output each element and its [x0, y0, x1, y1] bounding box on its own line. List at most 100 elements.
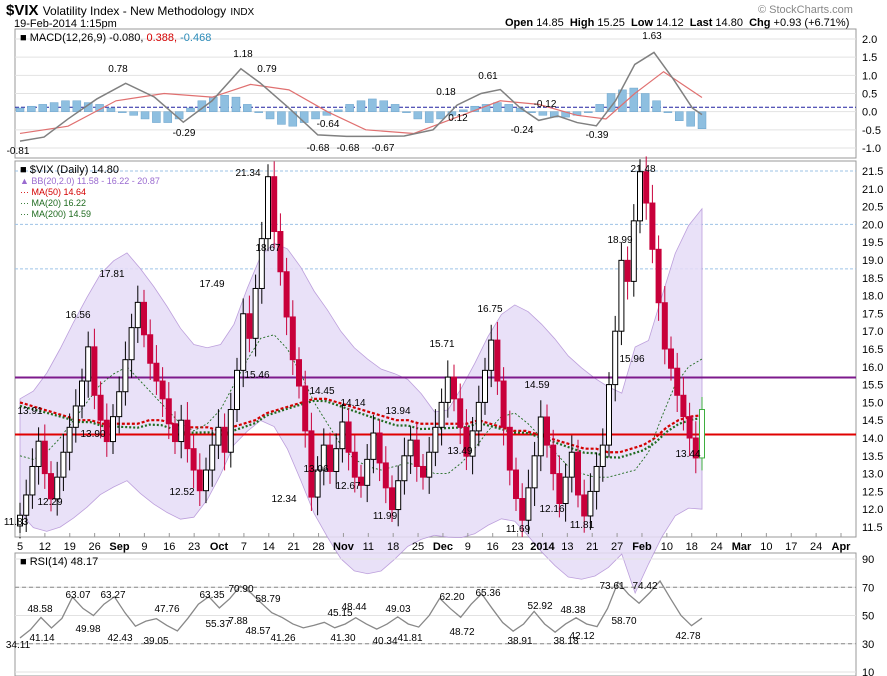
- candle-body: [159, 380, 166, 400]
- candle-body: [581, 494, 588, 517]
- macd-signal-line: [19, 70, 703, 135]
- macd-tick-label: 2.0: [862, 34, 877, 46]
- macd-annotation: -0.39: [586, 130, 609, 141]
- macd-histogram-bar: [436, 111, 445, 120]
- rsi-annotation: 42.78: [675, 631, 700, 642]
- rsi-tick-label: 90: [862, 554, 874, 566]
- price-annotation: 12.34: [271, 494, 296, 505]
- price-tick-label: 19.5: [862, 237, 883, 249]
- candle-body: [686, 416, 693, 439]
- x-tick-label: 18: [387, 541, 399, 553]
- x-tick-label: 10: [760, 541, 772, 553]
- rsi-annotation: 48.57: [245, 626, 270, 637]
- x-tick-label: 16: [163, 541, 175, 553]
- rsi-annotation: 52.92: [527, 601, 552, 612]
- candle-body: [258, 238, 265, 289]
- candle-body: [376, 432, 383, 464]
- macd-histogram-bar: [186, 107, 195, 112]
- x-tick-label: 13: [561, 541, 573, 553]
- candle-body: [190, 448, 197, 471]
- rsi-annotation: 48.58: [27, 604, 52, 615]
- price-legend-entry: ▲ BB(20,2.0) 11.58 - 16.22 - 20.87: [20, 176, 160, 186]
- rsi-annotation: 41.81: [397, 633, 422, 644]
- candle-body: [54, 476, 61, 500]
- x-tick-label: 25: [412, 541, 424, 553]
- rsi-annotation: 39.05: [143, 636, 168, 647]
- macd-histogram-bar: [231, 96, 241, 112]
- candle-body: [587, 490, 594, 517]
- candle-body: [203, 469, 209, 492]
- macd-histogram-bar: [140, 111, 150, 120]
- macd-annotation: 0.61: [478, 71, 498, 82]
- candle-body: [60, 451, 67, 478]
- x-tick-label: Oct: [210, 541, 229, 553]
- rsi-annotation: 38.91: [507, 636, 532, 647]
- candle-body: [345, 421, 352, 453]
- candle-body: [252, 287, 259, 339]
- candle-body: [351, 451, 358, 478]
- rsi-annotation: 58.70: [611, 616, 636, 627]
- candle-body: [637, 171, 643, 222]
- macd-histogram-bar: [163, 111, 173, 123]
- macd-histogram-bar: [697, 111, 707, 129]
- candle-body: [692, 437, 699, 459]
- macd-annotation: 1.18: [233, 49, 253, 60]
- candle-body: [283, 271, 290, 318]
- rsi-annotation: 63.27: [100, 590, 125, 601]
- macd-annotation: 0.12: [448, 113, 468, 124]
- macd-histogram-bar: [379, 100, 388, 112]
- symbol: $VIX: [6, 2, 39, 19]
- rsi-annotation: 74.42: [632, 581, 657, 592]
- rsi-annotation: 41.14: [29, 633, 54, 644]
- x-tick-label: Nov: [333, 541, 355, 553]
- price-tick-label: 19.0: [862, 255, 883, 267]
- candle-body: [141, 301, 147, 336]
- candle-body: [655, 248, 662, 304]
- macd-histogram-bar: [311, 111, 320, 120]
- candle-body: [29, 465, 36, 496]
- candle-body: [556, 473, 563, 505]
- candle-body: [153, 362, 160, 382]
- candle-body: [513, 469, 519, 500]
- price-tick-label: 17.0: [862, 326, 883, 338]
- macd-annotation: -0.81: [7, 146, 30, 157]
- candle-body: [79, 380, 85, 407]
- rsi-annotation: 45.15: [327, 608, 352, 619]
- ma20-line: [19, 334, 703, 478]
- ma200-line: [19, 399, 703, 459]
- macd-histogram-bar: [675, 111, 684, 121]
- rsi-annotation: 48.72: [449, 627, 474, 638]
- macd-histogram-bar: [49, 102, 59, 112]
- macd-histogram-bar: [345, 104, 354, 112]
- price-tick-label: 13.0: [862, 469, 883, 481]
- macd-histogram-bar: [402, 111, 411, 113]
- rsi-panel-frame: [14, 552, 857, 676]
- ma50-line: [19, 397, 703, 454]
- price-annotation: 14.45: [309, 386, 334, 397]
- x-tick-label: Sep: [109, 541, 129, 553]
- candle-body: [134, 301, 141, 329]
- macd-histogram-bar: [538, 111, 548, 116]
- candle-body: [401, 455, 408, 482]
- candle-body: [358, 476, 364, 486]
- low-label: Low: [631, 17, 654, 29]
- x-tick-label: Dec: [433, 541, 453, 553]
- price-annotation: 11.81: [570, 520, 595, 531]
- candle-body: [624, 259, 631, 282]
- price-annotation: 13.49: [447, 446, 472, 457]
- price-annotation: 14.59: [524, 380, 549, 391]
- macd-histogram-bar: [390, 104, 400, 112]
- candle-body: [265, 176, 271, 240]
- candle-body: [593, 465, 600, 492]
- x-tick-label: Apr: [832, 541, 852, 553]
- macd-annotation: -0.64: [317, 119, 340, 130]
- candle-body: [116, 391, 123, 418]
- candle-body: [48, 473, 54, 500]
- rsi-tick-label: 30: [862, 639, 874, 651]
- rsi-annotation: 48.38: [560, 605, 585, 616]
- price-tick-label: 20.5: [862, 202, 883, 214]
- candle-body: [196, 469, 203, 492]
- candle-body: [413, 439, 420, 467]
- rsi-tick-label: 70: [862, 582, 874, 594]
- candle-body: [35, 440, 42, 467]
